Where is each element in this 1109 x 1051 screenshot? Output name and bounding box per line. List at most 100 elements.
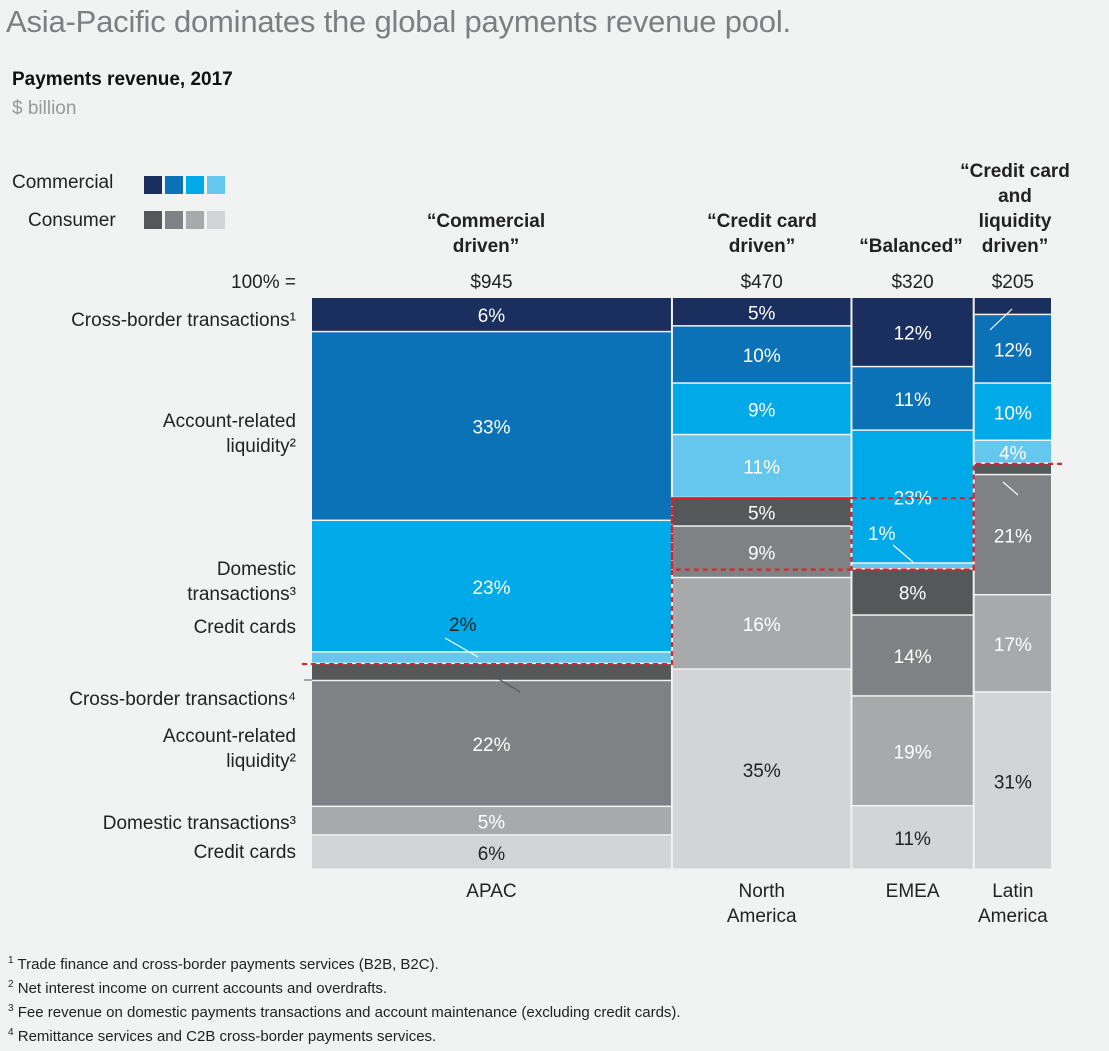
segment-label-1-cons_domestic: 5% <box>478 812 506 833</box>
column-name-4-1: Latin <box>992 881 1033 902</box>
segment-3-cons_liquidity <box>852 615 973 696</box>
segment-4-cons_domestic <box>974 595 1051 692</box>
segment-label-3-comm_liquidity: 11% <box>894 390 931 411</box>
segment-label-1-comm_credit_cards: 2% <box>449 615 477 636</box>
segment-label-2-cons_cross_border: 5% <box>748 504 776 525</box>
leader-latam-crossborder <box>989 308 1013 331</box>
segment-1-comm_liquidity <box>312 332 671 520</box>
legend-commercial-label: Commercial <box>12 172 114 193</box>
legend-swatch-consumer-3 <box>186 211 204 229</box>
legend-swatch-consumer-2 <box>165 211 183 229</box>
chart-title: Payments revenue, 2017 <box>12 69 233 90</box>
row-label-2-2: liquidity² <box>226 436 296 457</box>
segment-2-comm_domestic <box>672 383 851 434</box>
segment-label-3-comm_cross_border: 12% <box>894 324 932 345</box>
segment-3-cons_cross_border <box>852 569 973 615</box>
segment-1-cons_cross_border <box>312 664 671 680</box>
column-tagline-4-4: driven” <box>982 236 1049 257</box>
segment-3-comm_credit_cards <box>852 563 973 569</box>
marimekko-chart: 6%33%23%2%3%22%5%6%$945APAC5%10%9%11%5%9… <box>69 161 1070 927</box>
segment-4-comm_cross_border <box>974 298 1051 314</box>
segment-label-1-comm_cross_border: 6% <box>478 306 506 327</box>
segment-1-cons_liquidity <box>312 681 671 806</box>
segment-3-cons_domestic <box>852 696 973 805</box>
row-label-4-1: Credit cards <box>194 617 296 638</box>
segment-label-3-cons_credit_cards: 11% <box>894 829 931 850</box>
footnote-3-text: Fee revenue on domestic payments transac… <box>17 1004 681 1021</box>
segment-2-cons_domestic <box>672 578 851 669</box>
segment-2-comm_credit_cards <box>672 435 851 497</box>
segment-label-4-cons_credit_cards: 31% <box>994 772 1032 793</box>
row-label-5-1: Cross-border transactions⁴ <box>69 689 296 710</box>
segment-3-comm_liquidity <box>852 367 973 430</box>
legend-swatch-commercial-3 <box>186 176 204 194</box>
segment-4-cons_cross_border <box>974 463 1051 474</box>
segment-1-cons_domestic <box>312 807 671 835</box>
footnote-3-mark: 3 <box>8 1003 14 1014</box>
leader-apac-credit <box>444 637 479 658</box>
segment-label-1-cons_liquidity: 22% <box>472 735 510 756</box>
segment-2-comm_liquidity <box>672 326 851 383</box>
segment-1-comm_credit_cards <box>312 652 671 663</box>
legend-swatch-commercial-4 <box>207 176 225 194</box>
segment-label-3-cons_cross_border: 8% <box>899 584 927 605</box>
footnote-1-mark: 1 <box>8 955 14 966</box>
segment-4-cons_credit_cards <box>974 692 1051 869</box>
total-label: 100% = <box>231 272 296 293</box>
segment-4-cons_liquidity <box>974 475 1051 594</box>
leader-apac-crossborder <box>491 674 521 693</box>
segment-1-comm_cross_border <box>312 298 671 331</box>
column-tagline-4-1: “Credit card <box>960 161 1070 182</box>
column-tagline-4-3: liquidity <box>979 211 1052 232</box>
segment-label-4-comm_liquidity: 12% <box>994 340 1032 361</box>
legend-swatch-commercial-2 <box>165 176 183 194</box>
segment-label-1-comm_domestic: 23% <box>472 578 510 599</box>
column-total-4: $205 <box>992 272 1034 293</box>
legend-consumer: Consumer <box>28 210 116 232</box>
segment-label-2-comm_cross_border: 5% <box>748 303 776 324</box>
credit-card-highlight-line <box>302 462 1062 666</box>
row-label-1-1: Cross-border transactions¹ <box>71 310 296 331</box>
segment-3-comm_cross_border <box>852 298 973 366</box>
segment-label-2-comm_domestic: 9% <box>748 401 776 422</box>
segment-1-cons_credit_cards <box>312 835 671 869</box>
segment-label-3-cons_domestic: 19% <box>894 743 932 764</box>
segment-2-cons_liquidity <box>672 526 851 577</box>
column-name-3-1: EMEA <box>886 881 940 902</box>
column-tagline-1-2: driven” <box>453 236 520 257</box>
headline: Asia-Pacific dominates the global paymen… <box>6 4 791 39</box>
footnote-2-text: Net interest income on current accounts … <box>17 980 388 997</box>
segment-label-3-cons_liquidity: 14% <box>894 647 932 668</box>
chart-units: $ billion <box>12 98 77 119</box>
segment-2-cons_credit_cards <box>672 669 851 869</box>
segment-label-2-cons_credit_cards: 35% <box>743 761 781 782</box>
column-name-1-1: APAC <box>466 881 516 902</box>
legend-swatch-consumer-1 <box>144 211 162 229</box>
footnote-3: 3 Fee revenue on domestic payments trans… <box>8 1003 681 1021</box>
segment-label-2-cons_domestic: 16% <box>743 615 781 636</box>
leader-latam-cons-crossborder <box>1002 481 1019 496</box>
segment-label-4-comm_credit_cards: 4% <box>999 443 1027 464</box>
segment-2-cons_cross_border <box>672 498 851 526</box>
credit-card-highlight-box <box>670 497 975 571</box>
row-label-2-1: Account-related <box>163 411 296 432</box>
column-name-2-1: North <box>738 881 784 902</box>
row-label-3-1: Domestic <box>217 559 296 580</box>
row-label-3-2: transactions³ <box>187 584 296 605</box>
column-total-2: $470 <box>741 272 783 293</box>
footnote-4-mark: 4 <box>8 1027 14 1038</box>
column-tagline-1-1: “Commercial <box>427 211 545 232</box>
segment-label-4-cons_liquidity: 21% <box>994 526 1032 547</box>
row-label-6-2: liquidity² <box>226 751 296 772</box>
legend-swatch-commercial-1 <box>144 176 162 194</box>
segment-4-comm_credit_cards <box>974 441 1051 463</box>
footnote-4-text: Remittance services and C2B cross-border… <box>17 1028 437 1045</box>
segment-label-4-cons_domestic: 17% <box>994 635 1032 656</box>
segment-label-3-comm_credit_cards: 1% <box>868 524 896 545</box>
column-total-1: $945 <box>470 272 512 293</box>
row-label-8-1: Credit cards <box>194 842 296 863</box>
column-name-4-2: America <box>978 906 1048 927</box>
column-tagline-2-2: driven” <box>729 236 796 257</box>
column-tagline-2-1: “Credit card <box>707 211 817 232</box>
column-total-3: $320 <box>891 272 933 293</box>
